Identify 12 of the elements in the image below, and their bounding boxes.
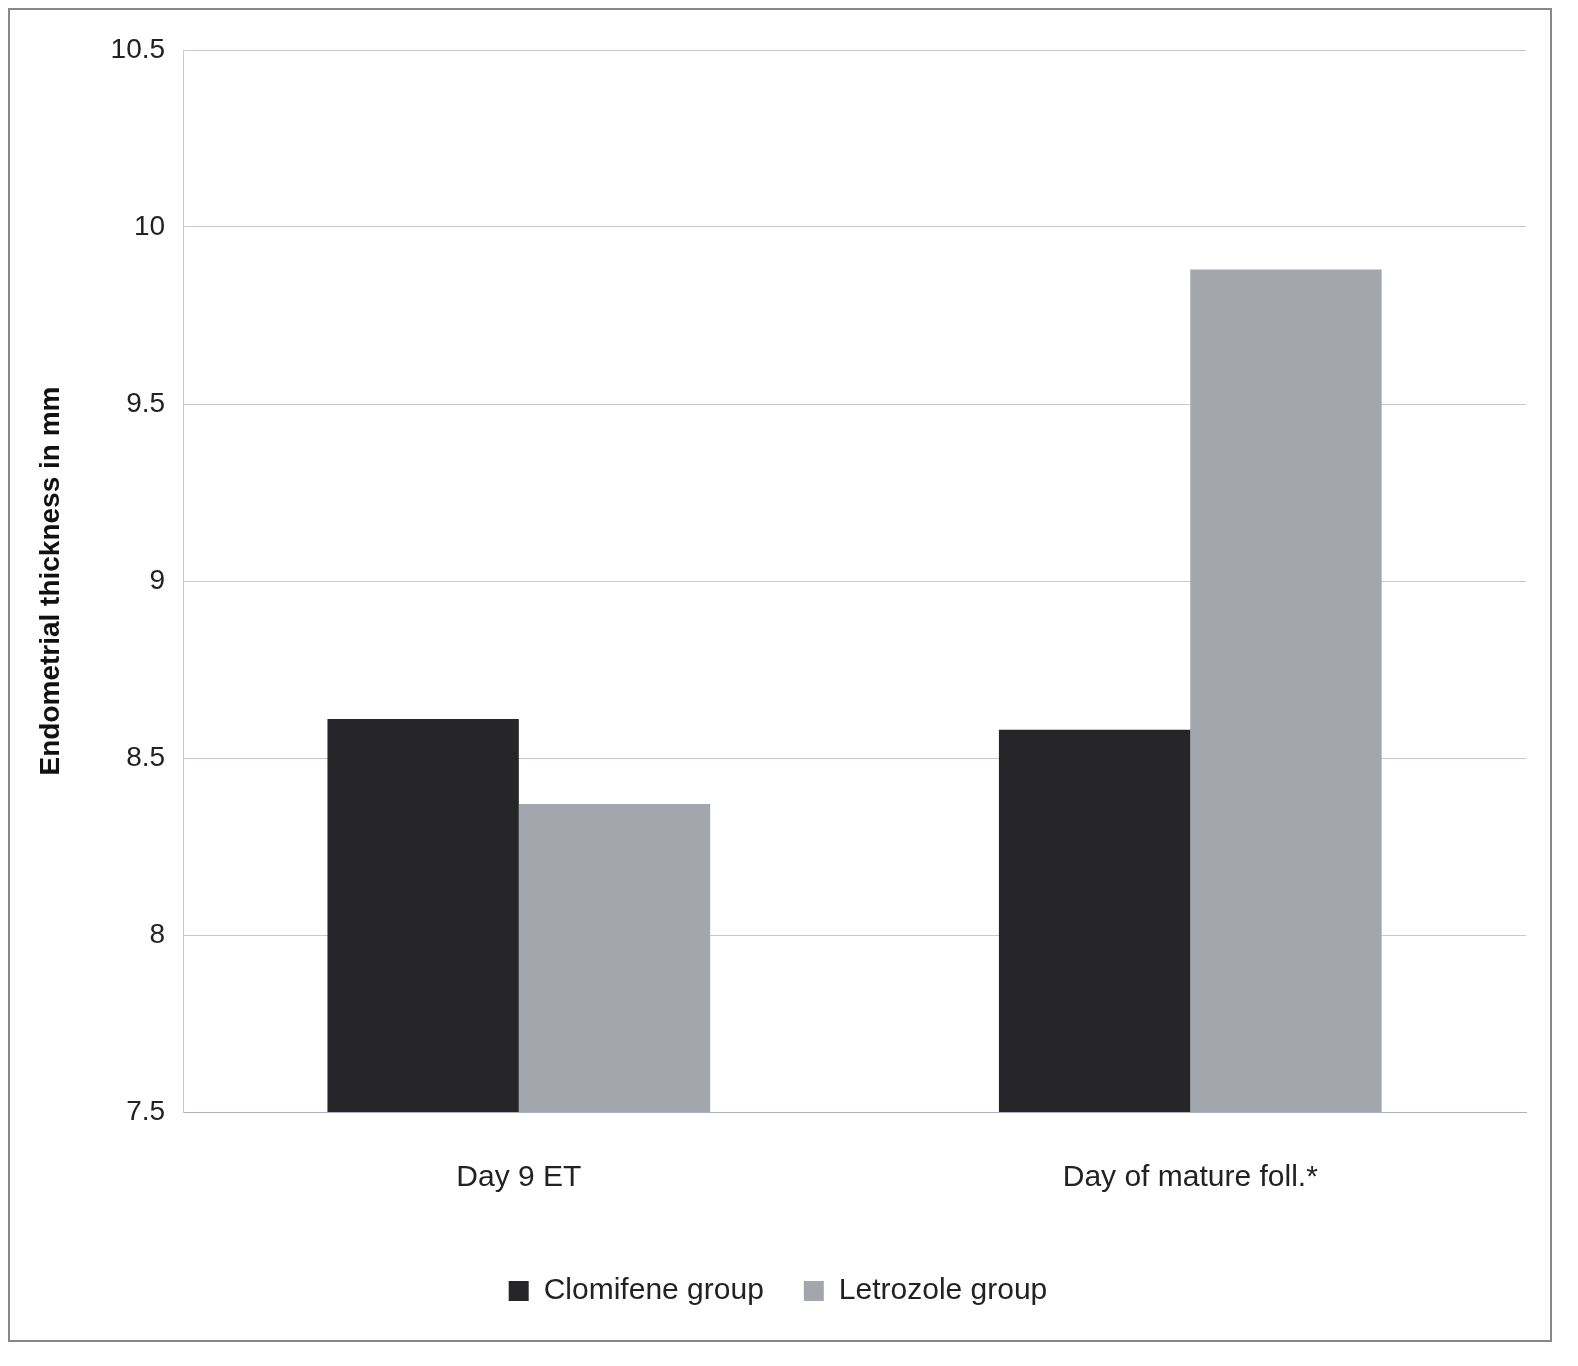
y-tick-label: 7.5 [126, 1094, 166, 1126]
y-tick-label: 10 [133, 209, 166, 241]
y-tick-label: 8 [149, 917, 166, 949]
y-tick-label: 9 [149, 563, 166, 595]
legend-label: Letrozole group [838, 1272, 1048, 1306]
legend-label: Clomifene group [543, 1272, 764, 1306]
x-tick-label: Day of mature foll.* [1062, 1159, 1319, 1193]
y-tick-label: 9.5 [126, 386, 166, 418]
y-tick-label: 10.5 [110, 32, 166, 64]
y-axis-title: Endometrial thickness in mm [33, 386, 65, 776]
x-tick-label: Day 9 ET [456, 1159, 582, 1193]
y-tick-label: 8.5 [126, 740, 166, 772]
